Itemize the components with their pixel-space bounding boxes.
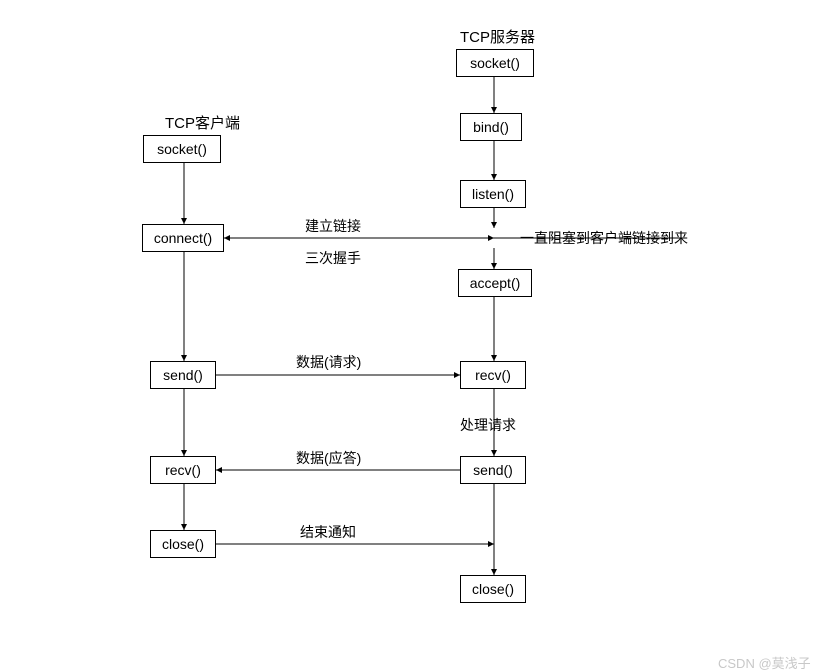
node-s_bind: bind() — [460, 113, 522, 141]
node-s_send: send() — [460, 456, 526, 484]
edge-label-4: 处理请求 — [460, 415, 516, 435]
node-c_socket: socket() — [143, 135, 221, 163]
node-c_connect: connect() — [142, 224, 224, 252]
node-c_send: send() — [150, 361, 216, 389]
edge-label-3: 数据(请求) — [296, 352, 361, 372]
edges-layer — [0, 0, 837, 672]
edge-label-5: 数据(应答) — [296, 448, 361, 468]
edge-label-1: 三次握手 — [305, 248, 361, 268]
server-title: TCP服务器 — [460, 26, 535, 47]
edge-label-0: 建立链接 — [305, 216, 361, 236]
edge-label-6: 结束通知 — [300, 522, 356, 542]
client-title: TCP客户端 — [165, 112, 240, 133]
watermark: CSDN @莫浅子 — [718, 653, 811, 672]
node-s_close: close() — [460, 575, 526, 603]
node-s_socket: socket() — [456, 49, 534, 77]
edge-label-2: 一直阻塞到客户端链接到来 — [520, 228, 688, 248]
node-s_recv: recv() — [460, 361, 526, 389]
node-s_listen: listen() — [460, 180, 526, 208]
node-s_accept: accept() — [458, 269, 532, 297]
node-c_close: close() — [150, 530, 216, 558]
node-c_recv: recv() — [150, 456, 216, 484]
